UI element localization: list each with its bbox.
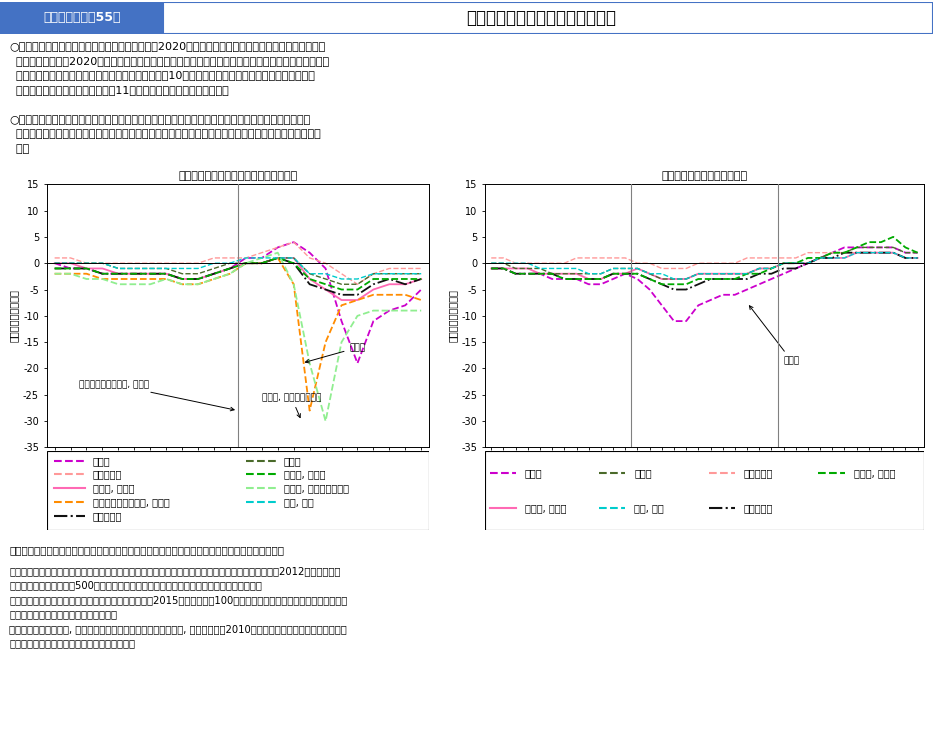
Text: 医療, 福祉: 医療, 福祉 [284,497,313,507]
Title: 新型コロナウイルス感染症の感染拡大期: 新型コロナウイルス感染症の感染拡大期 [178,171,298,180]
Text: 製造業: 製造業 [524,468,542,478]
Text: 第１－（５）－55図: 第１－（５）－55図 [43,11,121,24]
Text: 製造業: 製造業 [749,306,800,365]
Text: 医療, 福祉: 医療, 福祉 [634,503,664,513]
Text: ○　総実労働時間の推移を主な産業別にみると、2020年３月から５月にかけて多くの産業において急
  速に減少したが、2020年５月には「生活関連サービス業，娯楽: ○ 総実労働時間の推移を主な産業別にみると、2020年３月から５月にかけて多くの… [9,41,329,95]
Text: 情報通信業: 情報通信業 [744,468,773,478]
Text: 運輸業, 郵便業: 運輸業, 郵便業 [284,469,326,480]
Text: 卸売業, 小売業: 卸売業, 小売業 [524,503,566,513]
Text: 資料出所　厚生労働省「毎月勤労統計調査」をもとに厚生労働省政策統括官付政策統括室にて作成: 資料出所 厚生労働省「毎月勤労統計調査」をもとに厚生労働省政策統括官付政策統括室… [9,545,285,555]
Text: 建設業: 建設業 [634,468,652,478]
Bar [0,2,163,34]
Text: 調査産業計: 調査産業計 [744,503,773,513]
Text: 2008: 2008 [545,479,571,489]
Text: 製造業: 製造業 [305,343,366,363]
Text: （年・月）: （年・月） [895,495,924,505]
Text: 製造業: 製造業 [92,456,110,465]
Text: 生活関連サービス業, 娯楽業: 生活関連サービス業, 娯楽業 [78,380,234,411]
Text: 2019: 2019 [129,479,156,489]
Text: 運輸業, 郵便業: 運輸業, 郵便業 [854,468,895,478]
Y-axis label: （前年同月比・％）: （前年同月比・％） [8,290,19,342]
Text: 卸売業, 小売業: 卸売業, 小売業 [92,484,134,493]
Title: （参考）リーマンショック期: （参考）リーマンショック期 [661,171,747,180]
Text: 生活関連サービス業, 娯楽業: 生活関連サービス業, 娯楽業 [92,497,169,507]
Text: （注）　１）調査産業計、就業形態計、常用労働者、事業所規模５人以上の値を示している。また、2012年以降におい
　　　　　て東京都の「500人以上規模の事業所」: （注） １）調査産業計、就業形態計、常用労働者、事業所規模５人以上の値を示してい… [9,566,348,648]
Text: （年・月）: （年・月） [400,495,429,505]
Text: 建設業: 建設業 [284,456,301,465]
Text: 10: 10 [844,479,857,489]
Text: 20: 20 [327,479,341,489]
Text: 産業別にみた総実労働時間の推移: 産業別にみた総実労働時間の推移 [466,9,616,26]
Text: 宿泊業, 飲食サービス業: 宿泊業, 飲食サービス業 [284,484,349,493]
Bar [163,2,933,34]
Text: 09: 09 [698,479,711,489]
Y-axis label: （前年同月比・％）: （前年同月比・％） [447,290,457,342]
Text: ○　リーマンショック期と比較すると、リーマンショック期は「製造業」の減少幅が大きかったが、
  感染拡大期には「生活関連サービス業，娯楽業」「宿泊業，飲食サービ: ○ リーマンショック期と比較すると、リーマンショック期は「製造業」の減少幅が大き… [9,115,321,154]
Text: 調査産業計: 調査産業計 [92,511,122,521]
Text: 情報通信業: 情報通信業 [92,469,122,480]
Text: 宿泊業, 飲食サービス業: 宿泊業, 飲食サービス業 [262,393,321,417]
